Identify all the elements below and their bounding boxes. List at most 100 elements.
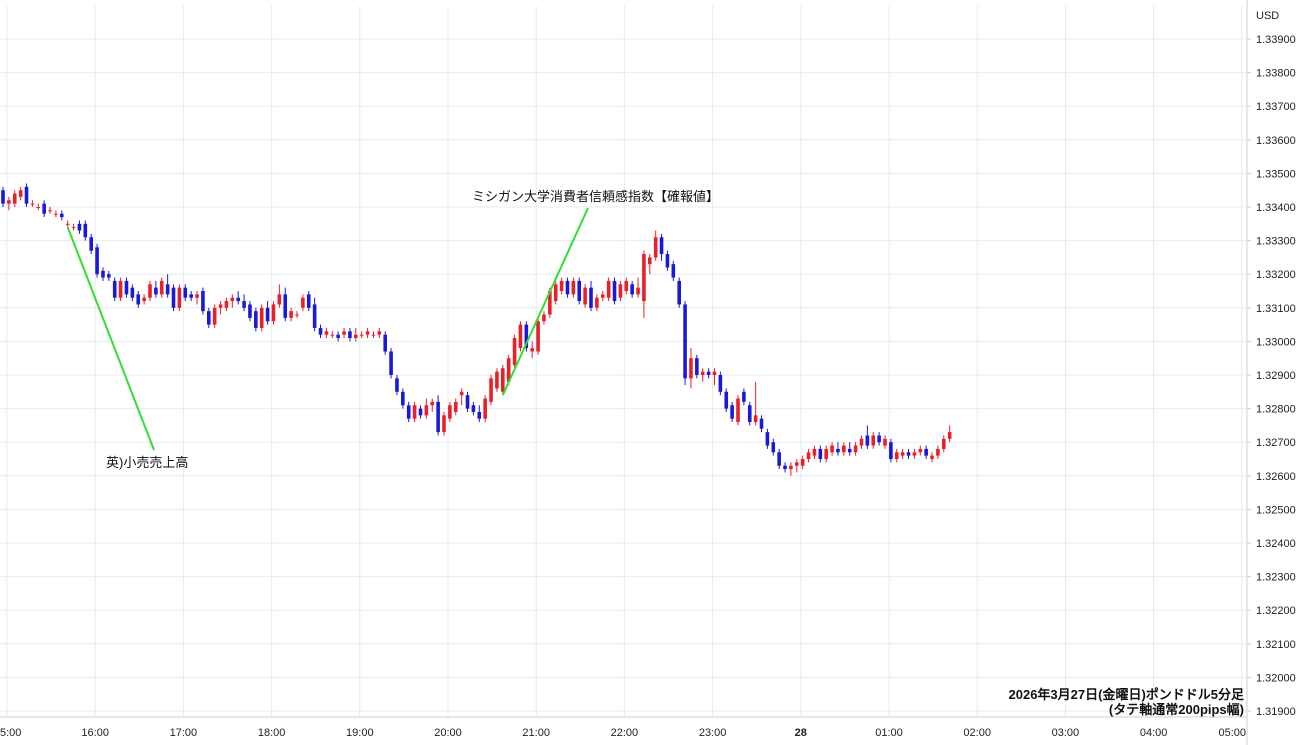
candle-body	[7, 200, 11, 204]
time-axis: 5:00 16:00 17:00 18:00 19:00 20:00 21:00 22:00 2…	[0, 727, 1246, 739]
price-tick-label: 1.32800	[1256, 404, 1296, 416]
candle-body	[30, 203, 35, 205]
candle-body	[83, 223, 88, 238]
candle-body	[618, 284, 623, 298]
price-tick-label: 1.33200	[1256, 269, 1296, 281]
time-tick-label: 28	[795, 727, 807, 739]
candle-body	[730, 405, 734, 419]
candle-body	[36, 207, 41, 208]
candle-body	[942, 438, 946, 449]
candle-body	[889, 442, 893, 459]
candle-body	[142, 297, 146, 302]
candle-body	[412, 405, 417, 419]
candle-body	[553, 284, 558, 302]
candle-body	[224, 301, 229, 308]
candle-body	[165, 284, 170, 295]
candle-body	[506, 358, 511, 382]
time-tick-label: 01:00	[875, 727, 903, 739]
candle-body	[677, 280, 681, 305]
candle-body	[712, 371, 717, 375]
candle-body	[612, 280, 617, 302]
candle-body	[354, 334, 358, 339]
candle-body	[54, 213, 58, 215]
candle-body	[48, 210, 52, 212]
candle-body	[324, 331, 329, 335]
chart-caption: 2026年3月27日(金曜日)ポンドドル5分足 (タテ軸通常200pips幅)	[1009, 687, 1245, 717]
candle-body	[636, 287, 640, 295]
candle-body	[430, 401, 435, 406]
price-tick-label: 1.33400	[1256, 202, 1296, 214]
candle-body	[653, 237, 658, 258]
candle-body	[348, 331, 352, 339]
candle-body	[295, 314, 299, 316]
candle-body	[765, 432, 770, 446]
candle-body	[377, 331, 382, 335]
candle-body	[747, 405, 752, 423]
candle-body	[706, 371, 711, 375]
candle-body	[795, 462, 799, 466]
candle-body	[107, 274, 111, 278]
candle-body	[630, 284, 634, 295]
candle-body	[254, 311, 258, 328]
candle-body	[242, 301, 246, 308]
candle-body	[700, 371, 705, 375]
candle-body	[442, 415, 446, 433]
candle-body	[853, 445, 858, 453]
candle-body	[865, 435, 870, 446]
candle-body	[148, 284, 152, 298]
candle-body	[306, 294, 311, 308]
candle-body	[924, 448, 928, 456]
candle-body	[459, 391, 464, 396]
candle-body	[512, 338, 517, 365]
price-tick-label: 1.33500	[1256, 168, 1296, 180]
candle-body	[812, 448, 817, 456]
candle-body	[183, 287, 188, 298]
time-tick-label: 17:00	[170, 727, 198, 739]
price-tick-label: 1.31900	[1256, 706, 1296, 718]
candle-body	[60, 213, 64, 218]
candle-body	[906, 452, 911, 456]
candle-body	[800, 459, 805, 466]
candle-body	[565, 280, 570, 295]
candle-body	[453, 401, 458, 412]
candle-body	[836, 448, 840, 453]
candle-body	[759, 418, 764, 429]
candle-body	[600, 294, 605, 298]
time-tick-label: 22:00	[611, 727, 639, 739]
candle-body	[271, 304, 276, 322]
price-tick-label: 1.33000	[1256, 336, 1296, 348]
caption-line-2: (タテ軸通常200pips幅)	[1108, 702, 1244, 717]
candle-body	[406, 405, 411, 419]
candle-body	[918, 448, 923, 453]
price-tick-label: 1.33700	[1256, 101, 1296, 113]
candle-body	[495, 371, 499, 389]
price-tick-label: 1.32900	[1256, 370, 1296, 382]
currency-label: USD	[1256, 10, 1280, 22]
candle-body	[518, 324, 523, 349]
candle-body	[736, 398, 740, 423]
candle-body	[330, 334, 335, 336]
candle-body	[1, 190, 5, 204]
candle-body	[24, 186, 29, 204]
time-tick-label: 18:00	[258, 727, 286, 739]
candle-body	[571, 280, 576, 295]
candle-body	[683, 304, 687, 379]
price-tick-label: 1.32100	[1256, 639, 1296, 651]
candle-body	[448, 405, 452, 419]
time-tick-label: 5:00	[0, 727, 21, 739]
candle-body	[665, 254, 670, 268]
candle-body	[871, 435, 876, 446]
candle-body	[642, 254, 646, 302]
candle-body	[124, 280, 129, 295]
candle-body	[648, 257, 652, 265]
candle-body	[383, 334, 387, 352]
price-tick-label: 1.32700	[1256, 437, 1296, 449]
candle-body	[201, 291, 205, 312]
candle-body	[900, 452, 905, 456]
candle-body	[912, 452, 917, 456]
price-tick-label: 1.32000	[1256, 672, 1296, 684]
candle-body	[283, 294, 288, 318]
candle-body	[177, 287, 182, 308]
annotation-line-michigan	[501, 207, 589, 396]
